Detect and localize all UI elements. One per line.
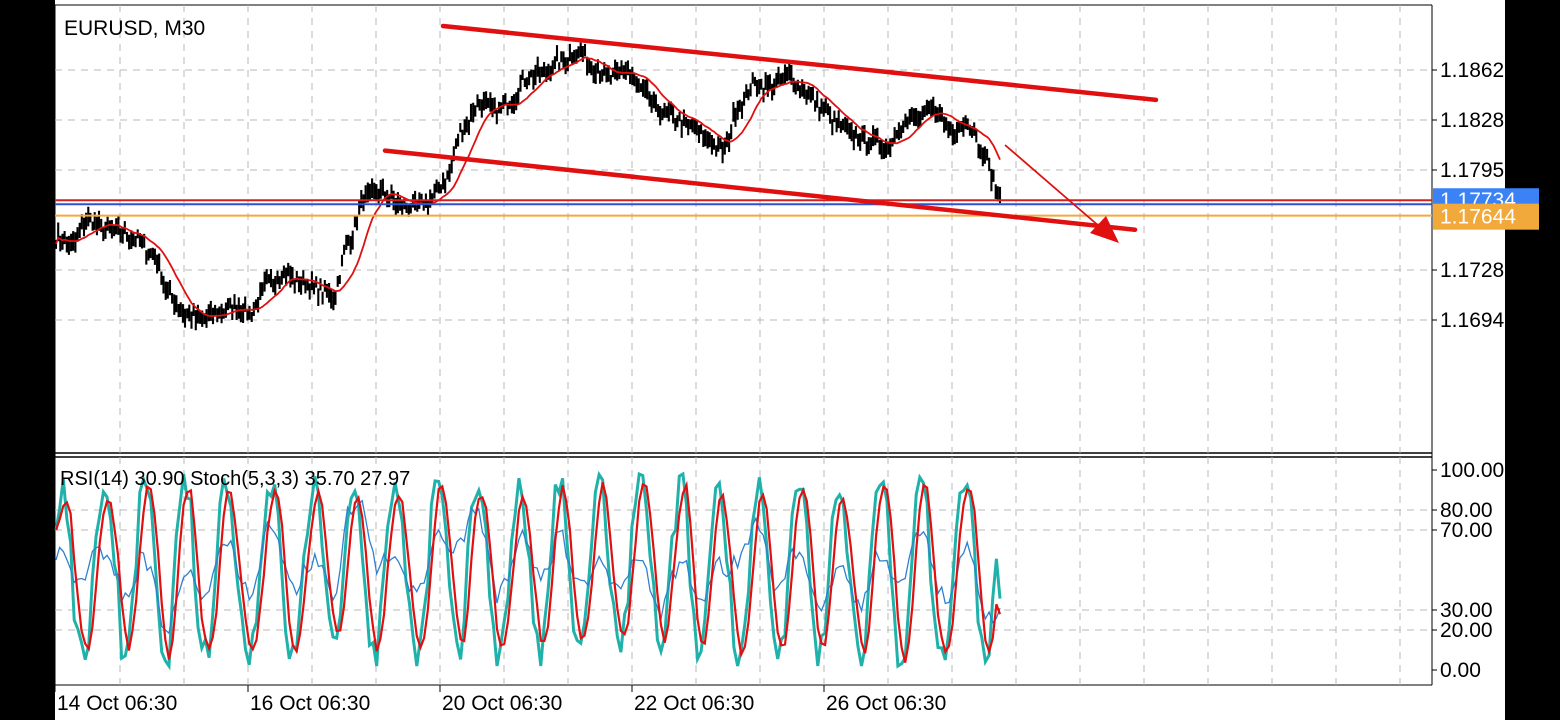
oscillator-panel[interactable] xyxy=(54,470,1002,671)
moving-average-line[interactable] xyxy=(55,56,1001,318)
symbol-label: EURUSD, M30 xyxy=(64,17,205,40)
forecast-arrow-shaft[interactable] xyxy=(1004,144,1101,228)
grid-lines xyxy=(55,5,1432,685)
time-tick-label: 22 Oct 06:30 xyxy=(634,692,754,715)
time-tick-label: 26 Oct 06:30 xyxy=(826,692,946,715)
osc-tick-label: 100.00 xyxy=(1440,459,1504,482)
left-black-bar xyxy=(0,0,55,720)
osc-tick-label: 80.00 xyxy=(1440,499,1493,522)
price-tick-label: 1.17950 xyxy=(1440,159,1516,182)
forecast-arrow-head[interactable] xyxy=(1090,216,1119,243)
level-price-tag xyxy=(1433,203,1539,230)
price-panel[interactable] xyxy=(54,23,1432,331)
price-tick-label: 1.16945 xyxy=(1440,309,1516,332)
channel-lower-line[interactable] xyxy=(382,148,1138,232)
channel-upper-line[interactable] xyxy=(440,23,1159,103)
panel-frames xyxy=(54,4,1433,686)
price-bars[interactable] xyxy=(54,42,1002,331)
rsi-line[interactable] xyxy=(55,499,1001,635)
time-tick-label: 14 Oct 06:30 xyxy=(57,692,177,715)
axes: 1.18620 1.18285 1.17950 1.17280 1.16945 100.0… xyxy=(54,59,1539,715)
osc-tick-label: 20.00 xyxy=(1440,619,1493,642)
osc-tick-label: 0.00 xyxy=(1440,659,1481,682)
price-tick-label: 1.18620 xyxy=(1440,59,1516,82)
osc-tick-label: 70.00 xyxy=(1440,519,1493,542)
time-tick-label: 16 Oct 06:30 xyxy=(250,692,370,715)
price-tick-label: 1.18285 xyxy=(1440,109,1516,132)
time-tick-label: 20 Oct 06:30 xyxy=(442,692,562,715)
level-price-label: 1.17644 xyxy=(1440,206,1516,229)
indicator-label: RSI(14) 30.90 Stoch(5,3,3) 35.70 27.97 xyxy=(60,468,410,490)
price-tick-label: 1.17280 xyxy=(1440,259,1516,282)
right-black-bar xyxy=(1505,0,1560,720)
stochastic-signal-line[interactable] xyxy=(54,480,1002,663)
osc-tick-label: 30.00 xyxy=(1440,599,1493,622)
